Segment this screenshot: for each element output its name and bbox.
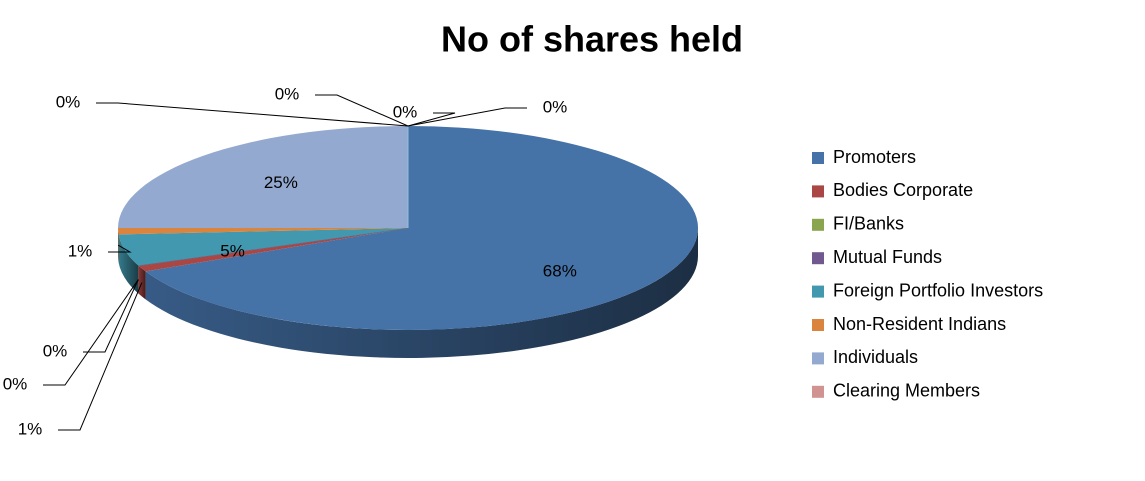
slice-side — [145, 228, 698, 358]
legend-swatch — [812, 152, 824, 164]
legend-label: Mutual Funds — [833, 247, 942, 267]
slice — [138, 228, 409, 272]
legend-label: FI/Banks — [833, 214, 904, 234]
data-label: 0% — [43, 341, 68, 360]
leader-line — [58, 282, 143, 431]
legend-label: Promoters — [833, 147, 916, 167]
data-label: 5% — [220, 241, 245, 260]
slice — [118, 228, 408, 235]
leader-line — [407, 112, 456, 127]
legend-label: Individuals — [833, 347, 918, 367]
slice — [118, 126, 408, 228]
data-label: 0% — [393, 102, 418, 121]
slice-side — [138, 265, 146, 300]
slice-side — [118, 234, 139, 294]
legend-swatch — [812, 285, 824, 298]
slice — [138, 227, 409, 267]
slice — [145, 126, 698, 330]
data-label: 68% — [543, 261, 577, 280]
leader-line — [43, 279, 139, 386]
data-label: 25% — [264, 173, 298, 192]
leader-line — [407, 107, 527, 127]
legend-swatch — [812, 352, 824, 365]
pie-sides — [118, 228, 698, 358]
chart-title: No of shares held — [441, 19, 743, 60]
data-label: 1% — [18, 419, 43, 438]
slice — [118, 228, 408, 266]
leader-line — [108, 244, 132, 253]
legend-label: Non-Resident Indians — [833, 314, 1006, 334]
legend-swatch — [812, 385, 824, 398]
legend-label: Bodies Corporate — [833, 180, 973, 200]
legend-swatch — [812, 319, 824, 331]
data-label: 0% — [3, 374, 28, 393]
legend-swatch — [812, 185, 824, 198]
data-label: 0% — [275, 84, 300, 103]
data-label: 1% — [68, 241, 93, 260]
legend-swatch — [812, 252, 824, 265]
legend-swatch — [812, 218, 824, 231]
leader-line — [96, 102, 409, 127]
leader-line — [315, 94, 409, 127]
legend-label: Clearing Members — [833, 381, 980, 401]
leader-line — [83, 279, 139, 353]
legend-label: Foreign Portfolio Investors — [833, 280, 1043, 300]
data-label: 0% — [543, 97, 568, 116]
data-label: 0% — [56, 92, 81, 111]
